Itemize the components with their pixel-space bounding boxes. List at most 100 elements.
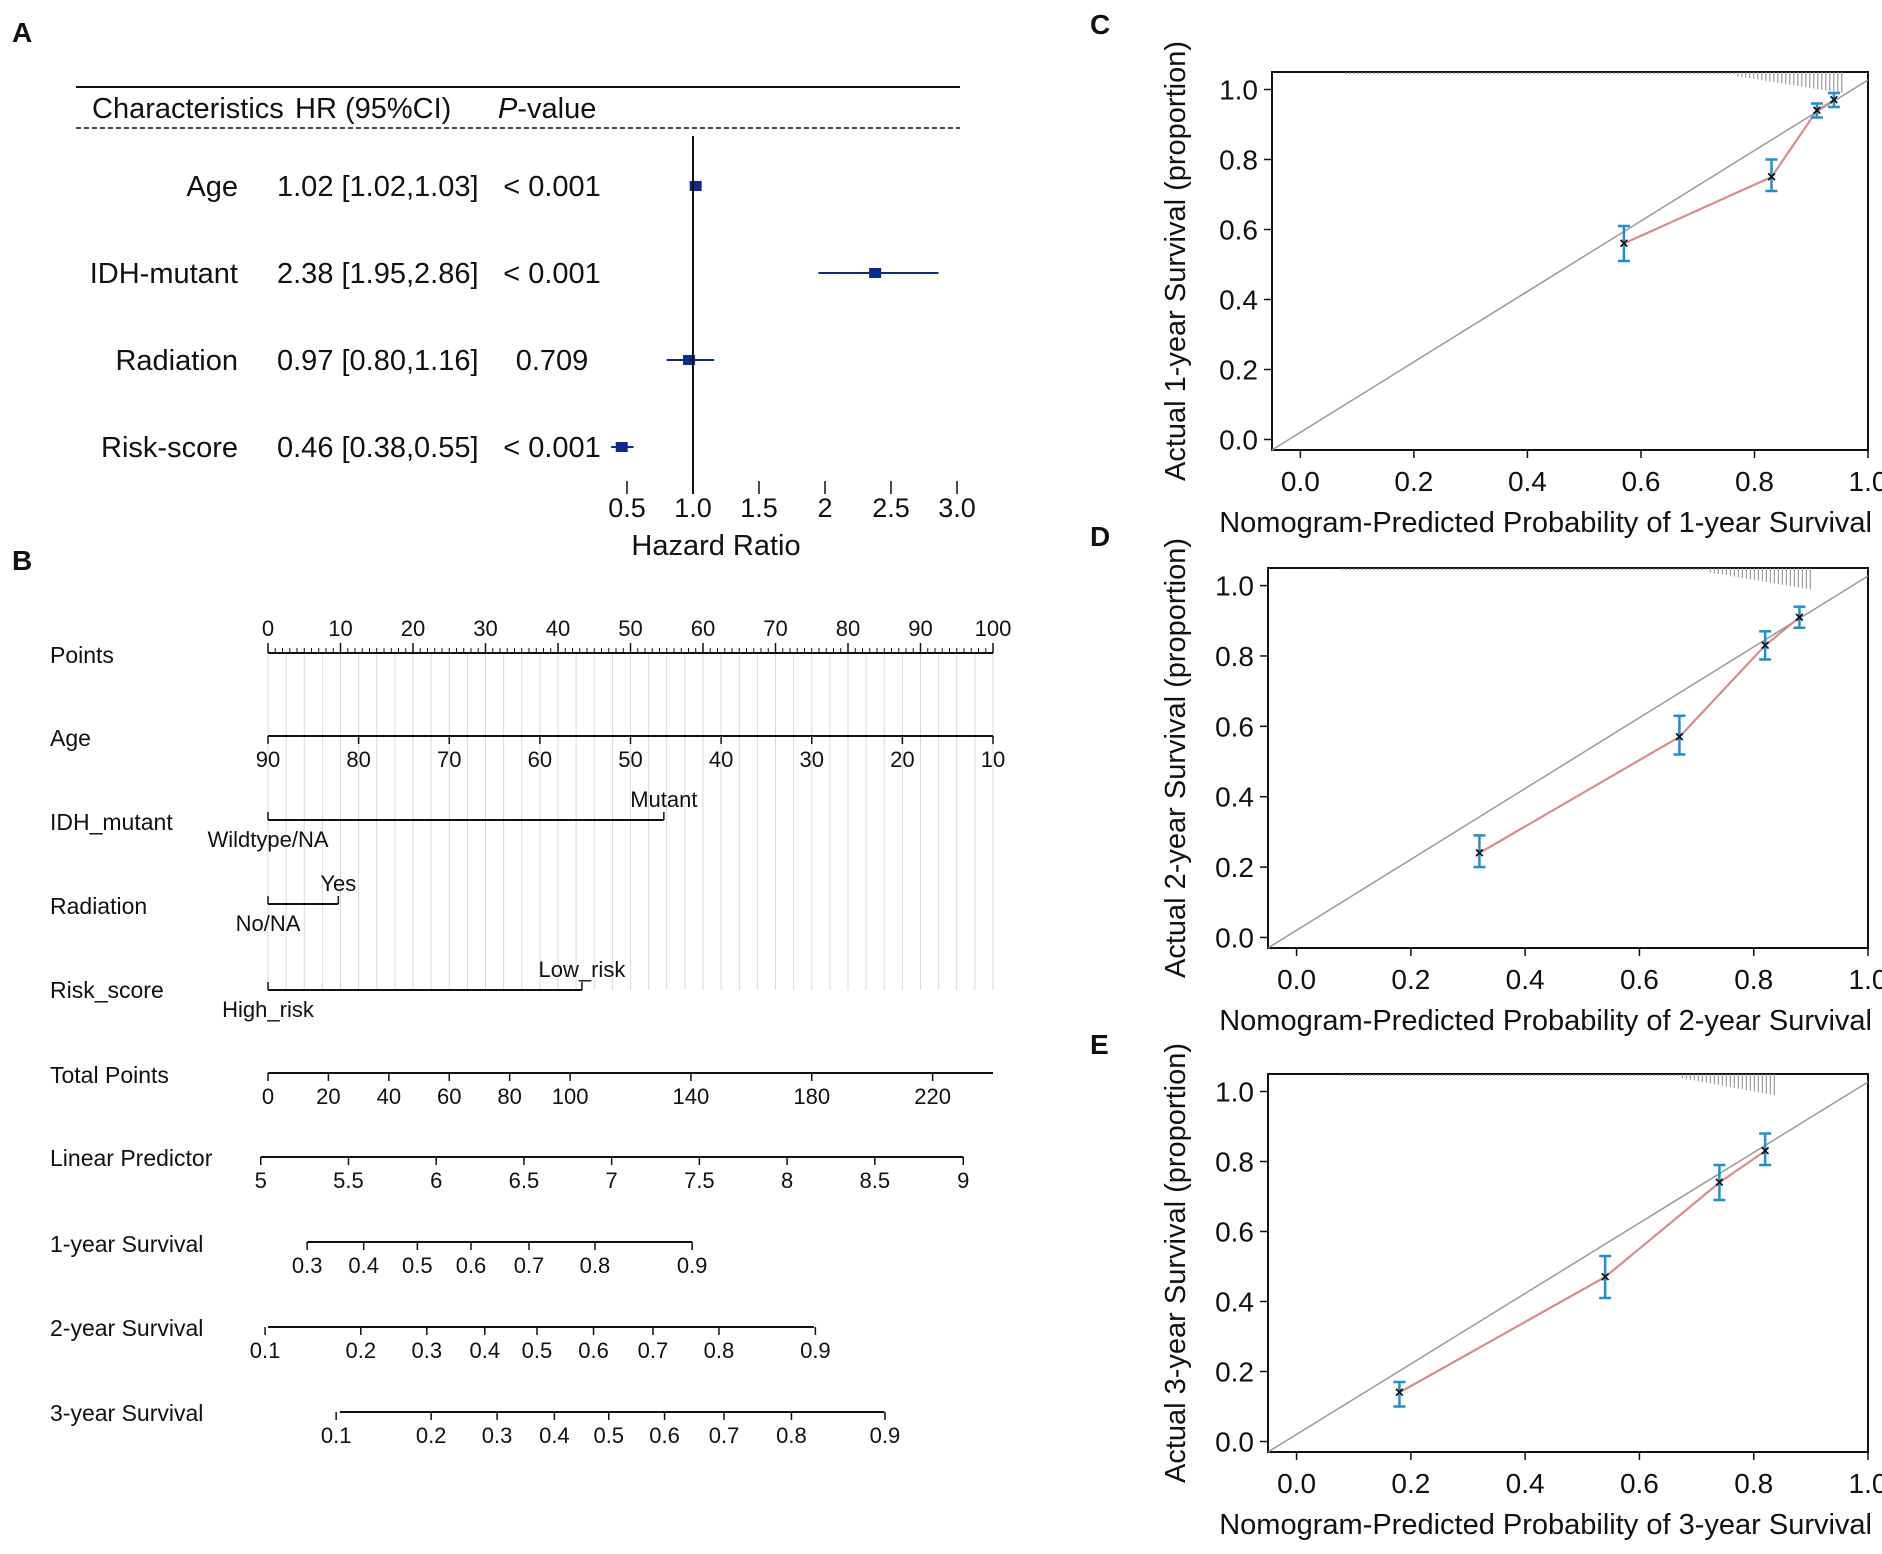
- calibration-x-tick-label: 0.0: [1277, 1468, 1316, 1499]
- nomogram-level-label: Yes: [320, 871, 356, 896]
- nomogram-scale-tick-label: 0.8: [580, 1253, 611, 1278]
- nomogram-scale-tick-label: 0.6: [456, 1253, 487, 1278]
- nomogram-scale-tick-label: 0.7: [709, 1423, 740, 1448]
- calibration-y-tick-label: 0.8: [1219, 145, 1258, 176]
- nomogram-points-tick-label: 80: [836, 616, 860, 641]
- header-hr: HR (95%CI): [295, 93, 451, 125]
- calibration-x-tick-label: 1.0: [1849, 466, 1882, 497]
- calibration-x-axis-title-suffix: 1-year Survival: [1679, 507, 1872, 539]
- calibration-x-tick-label: 0.4: [1506, 964, 1545, 995]
- calibration-y-tick-label: 0.6: [1219, 215, 1258, 246]
- nomogram-points-tick-label: 20: [401, 616, 425, 641]
- nomogram-scale-tick-label: 180: [793, 1084, 830, 1109]
- calibration-curve: [1623, 99, 1835, 245]
- calibration-point-marker: ×: [1675, 729, 1684, 746]
- calibration-plot-3-year: 0.0 0.0 0.2 0.2 0.4 0.4 0.6 0.6 0.8 0.8 1.0 1.0 × × × ×…: [1160, 1043, 1882, 1541]
- nomogram-level-label: Wildtype/NA: [207, 827, 328, 852]
- nomogram-row-label: Total Points: [50, 1062, 169, 1088]
- forest-row-name: Radiation: [115, 345, 238, 377]
- forest-row-p-value: < 0.001: [503, 171, 601, 203]
- nomogram-scale-tick-label: 0.5: [593, 1423, 624, 1448]
- nomogram-scale-tick-label: 0.3: [292, 1253, 323, 1278]
- nomogram-points-tick-label: 50: [618, 616, 642, 641]
- nomogram-scale-tick-label: 0.1: [250, 1338, 281, 1363]
- panel-letter-e: E: [1090, 1029, 1109, 1060]
- calibration-y-tick-label: 0.2: [1215, 1357, 1254, 1388]
- calibration-x-tick-label: 0.6: [1620, 964, 1659, 995]
- calibration-ideal-diagonal: [1271, 79, 1869, 451]
- forest-row-name: Risk-score: [101, 432, 238, 464]
- nomogram-scale-tick-label: 0.2: [346, 1338, 377, 1363]
- calibration-x-tick-label: 0.8: [1734, 1468, 1773, 1499]
- nomogram-scale-tick-label: 0.5: [402, 1253, 433, 1278]
- forest-plot-area: 0.5 1.0 1.5 2 2.5 3.0: [608, 136, 976, 523]
- calibration-point-marker: ×: [1600, 1269, 1609, 1286]
- forest-row-p-value: 0.709: [516, 345, 589, 377]
- nomogram-scale-tick-label: 70: [437, 747, 461, 772]
- calibration-y-tick-label: 0.2: [1219, 355, 1258, 386]
- calibration-x-axis-title-suffix: 2-year Survival: [1679, 1005, 1872, 1037]
- nomogram-row-label: 3-year Survival: [50, 1400, 203, 1426]
- forest-row-p-value: < 0.001: [503, 258, 601, 290]
- calibration-plot-frame: [1267, 1073, 1869, 1453]
- calibration-point-marker: ×: [1760, 637, 1769, 654]
- nomogram-scale-tick-label: 8.5: [860, 1168, 891, 1193]
- calibration-x-tick-label: 0.4: [1508, 466, 1547, 497]
- calibration-y-tick-label: 0.4: [1219, 285, 1258, 316]
- calibration-y-tick-label: 0.4: [1215, 782, 1254, 813]
- nomogram-scale-tick-label: 0.8: [776, 1423, 807, 1448]
- forest-x-tick-label: 1.0: [674, 493, 712, 523]
- nomogram-points-tick-label: 30: [473, 616, 497, 641]
- forest-plot-panel: Characteristics HR (95%CI) P-value Age 1.…: [76, 86, 976, 562]
- nomogram-scale-tick-label: 0: [262, 1084, 274, 1109]
- calibration-point-marker: ×: [1829, 92, 1838, 109]
- forest-row-hr-ci: 0.97 [0.80,1.16]: [277, 345, 479, 377]
- forest-row-hr-ci: 1.02 [1.02,1.03]: [277, 171, 479, 203]
- nomogram-scale-tick-label: 220: [914, 1084, 951, 1109]
- nomogram-row-label: Radiation: [50, 893, 147, 919]
- calibration-x-tick-label: 0.2: [1391, 1468, 1430, 1499]
- calibration-y-tick-label: 0.8: [1215, 641, 1254, 672]
- forest-hr-marker: [689, 181, 702, 191]
- calibration-x-tick-label: 0.2: [1391, 964, 1430, 995]
- nomogram-scale-tick-label: 80: [346, 747, 370, 772]
- nomogram-scale-tick-label: 0.4: [539, 1423, 570, 1448]
- nomogram-scale-tick-label: 0.2: [416, 1423, 447, 1448]
- calibration-x-tick-label: 1.0: [1849, 964, 1882, 995]
- nomogram-scale-tick-label: 0.9: [677, 1253, 708, 1278]
- calibration-curve: [1478, 616, 1801, 854]
- panel-letter-d: D: [1090, 521, 1110, 552]
- calibration-point-marker: ×: [1395, 1385, 1404, 1402]
- calibration-y-tick-label: 1.0: [1215, 571, 1254, 602]
- calibration-x-tick-label: 0.6: [1621, 466, 1660, 497]
- calibration-x-tick-label: 0.2: [1394, 466, 1433, 497]
- calibration-ideal-diagonal: [1267, 575, 1869, 949]
- forest-x-tick-label: 3.0: [938, 493, 976, 523]
- forest-x-tick-label: 2: [817, 493, 832, 523]
- forest-row-name: Age: [186, 171, 238, 203]
- calibration-plot-1-year: 0.0 0.0 0.2 0.2 0.4 0.4 0.6 0.6 0.8 0.8 1.0 1.0 × × × ×…: [1160, 41, 1882, 539]
- header-p-value: P-value: [498, 93, 596, 125]
- calibration-y-axis-title: Actual 3-year Survival (proportion): [1160, 1043, 1192, 1483]
- nomogram-scale-tick-label: 9: [957, 1168, 969, 1193]
- calibration-y-tick-label: 0.0: [1219, 425, 1258, 456]
- nomogram-row-label: 1-year Survival: [50, 1231, 203, 1257]
- nomogram-scale-tick-label: 60: [437, 1084, 461, 1109]
- calibration-x-axis-title: Nomogram-Predicted Probability of 3-year…: [1219, 1509, 1872, 1541]
- nomogram-scale-tick-label: 0.9: [870, 1423, 901, 1448]
- calibration-x-axis-title: Nomogram-Predicted Probability of 2-year…: [1219, 1005, 1872, 1037]
- calibration-ideal-diagonal: [1267, 1081, 1869, 1453]
- nomogram-scale-tick-label: 10: [981, 747, 1005, 772]
- calibration-point-marker: ×: [1715, 1175, 1724, 1192]
- nomogram-scale-tick-label: 7: [606, 1168, 618, 1193]
- nomogram-points-tick-label: 90: [908, 616, 932, 641]
- nomogram-scale-tick-label: 0.7: [638, 1338, 669, 1363]
- nomogram-scale-tick-label: 0.1: [321, 1423, 352, 1448]
- nomogram-scale-tick-label: 8: [781, 1168, 793, 1193]
- nomogram-scale-tick-label: 0.4: [469, 1338, 500, 1363]
- forest-hr-marker: [869, 268, 882, 278]
- nomogram-scale-tick-label: 0.5: [522, 1338, 553, 1363]
- nomogram-scale-tick-label: 6: [430, 1168, 442, 1193]
- calibration-y-tick-label: 0.8: [1215, 1147, 1254, 1178]
- forest-row-hr-ci: 0.46 [0.38,0.55]: [277, 432, 479, 464]
